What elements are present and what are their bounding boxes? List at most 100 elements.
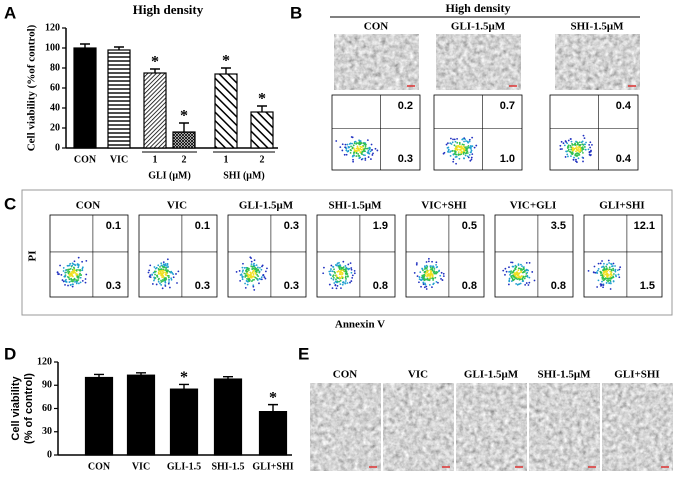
flow-dot — [425, 288, 428, 290]
flow-dot — [364, 145, 367, 148]
flow-dot — [163, 279, 166, 282]
flow-dot — [525, 261, 528, 264]
flow-dot — [161, 279, 164, 281]
flow-dot — [160, 268, 163, 271]
flow-dot — [451, 150, 454, 152]
flow-dot — [359, 145, 362, 148]
flow-dot — [424, 272, 427, 275]
flow-dot — [248, 274, 251, 277]
flow-dot — [148, 269, 151, 272]
flow-dot — [364, 159, 367, 161]
bar — [213, 378, 243, 456]
x-tick-label: CON — [74, 154, 97, 165]
flow-dot — [446, 142, 449, 145]
flow-dot — [608, 266, 611, 269]
micrograph — [456, 383, 527, 471]
flow-dot — [367, 156, 370, 158]
flow-dot — [85, 273, 88, 276]
flow-dot — [159, 282, 161, 285]
flow-dot — [341, 277, 344, 280]
flow-dot — [63, 275, 66, 278]
flow-dot — [242, 269, 244, 272]
flow-dot — [149, 264, 152, 267]
flow-dot — [153, 276, 155, 279]
flow-dot — [350, 267, 353, 269]
flow-dot — [418, 278, 421, 281]
group-label: GLI (μM) — [148, 170, 191, 181]
condition-label: VIC+SHI — [421, 200, 466, 212]
flow-dot — [516, 274, 519, 277]
flow-dot — [422, 283, 425, 286]
flow-dot — [461, 143, 464, 146]
micrograph — [529, 383, 600, 471]
flow-dot — [371, 148, 373, 151]
flow-dot — [376, 149, 379, 152]
flow-dot — [81, 279, 84, 282]
flow-dot — [565, 150, 568, 153]
flow-dot — [266, 267, 268, 270]
flow-dot — [604, 270, 607, 273]
flow-dot — [66, 264, 69, 267]
flow-dot — [329, 270, 332, 272]
flow-dot — [431, 260, 433, 263]
flow-dot — [363, 149, 365, 152]
y-tick-label: 60 — [50, 82, 60, 93]
flow-dot — [435, 263, 437, 266]
flow-dot — [346, 282, 349, 284]
flow-dot — [466, 155, 469, 158]
flow-dot — [345, 268, 348, 270]
flow-dot — [161, 280, 164, 283]
flow-dot — [612, 262, 615, 265]
flow-dot — [608, 268, 611, 271]
error-bar — [268, 403, 278, 412]
flow-dot — [602, 272, 605, 275]
flow-dot — [517, 263, 520, 266]
flow-dot — [335, 287, 338, 290]
flow-dot — [163, 263, 166, 266]
flow-dot — [339, 279, 342, 282]
flow-dot — [346, 143, 349, 146]
panel-label: E — [298, 344, 309, 363]
x-tick-label: SHI-1.5 — [211, 461, 244, 472]
flow-dot — [435, 261, 438, 264]
error-bar — [179, 122, 189, 132]
flow-dot — [65, 271, 67, 274]
flow-dot — [253, 278, 255, 281]
flow-dot — [355, 152, 358, 155]
flow-dot — [511, 277, 514, 280]
flow-dot — [175, 273, 177, 275]
flow-dot — [522, 276, 525, 278]
flow-dot — [468, 153, 471, 156]
flow-dot — [575, 158, 577, 161]
flow-dot — [242, 262, 244, 265]
flow-plot-frame — [405, 214, 485, 298]
flow-dot — [345, 147, 348, 150]
flow-plot-frame — [549, 94, 639, 171]
flow-dot — [172, 273, 175, 276]
flow-dot — [516, 283, 519, 286]
flow-dot — [466, 141, 469, 143]
flow-dot — [525, 273, 528, 275]
flow-dot — [455, 153, 458, 156]
flow-dot — [59, 264, 61, 267]
bar — [172, 131, 196, 149]
flow-dot — [610, 273, 613, 276]
flow-dot — [613, 273, 615, 275]
flow-dot — [341, 269, 344, 271]
flow-dot — [470, 149, 473, 152]
flow-dot — [335, 278, 337, 281]
panel-label: A — [4, 3, 16, 22]
flow-dot — [339, 146, 342, 149]
error-bar — [221, 67, 231, 74]
flow-dot — [328, 270, 331, 273]
flow-dot — [509, 272, 512, 275]
flow-dot — [462, 143, 465, 146]
flow-dot — [347, 146, 350, 148]
flow-dot — [470, 151, 472, 153]
flow-dot — [470, 158, 473, 161]
y-axis-label: Cell viability (%of control) — [26, 24, 38, 151]
quadrant-lower-right: 0.8 — [462, 280, 477, 292]
flow-dot — [463, 157, 465, 160]
flow-dot — [449, 137, 452, 140]
flow-dot — [166, 262, 169, 265]
